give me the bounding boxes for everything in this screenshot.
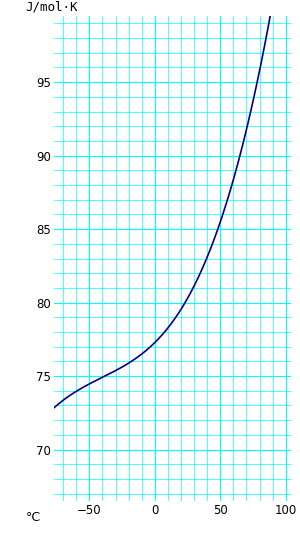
- Text: J/mol·K: J/mol·K: [26, 1, 78, 13]
- Text: °C: °C: [26, 511, 41, 524]
